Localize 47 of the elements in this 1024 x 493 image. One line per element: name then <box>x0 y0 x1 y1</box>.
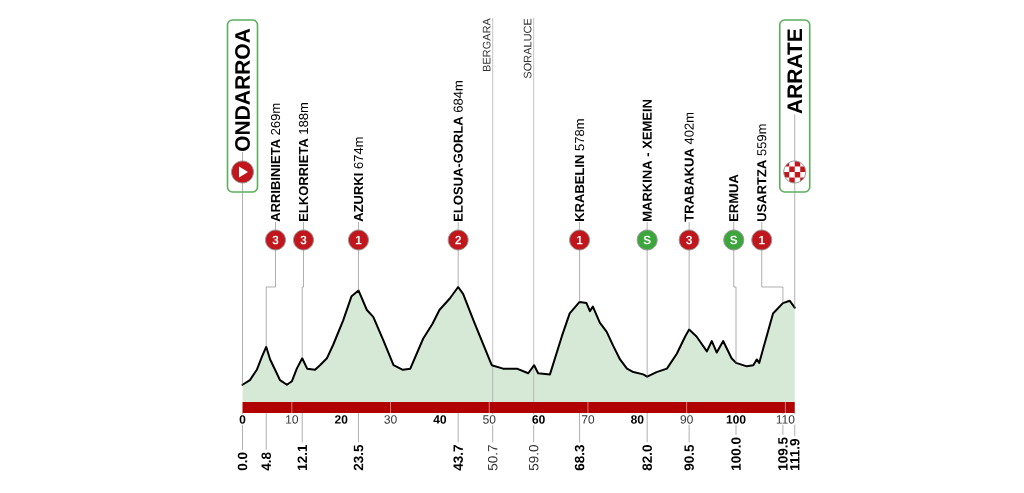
annotation: 59.0 <box>528 445 539 471</box>
annotation: 68.3 <box>574 445 585 471</box>
text: S <box>730 235 738 245</box>
annotation: USARTZA 559m <box>757 124 767 222</box>
x-tick-label: 50 <box>483 415 496 424</box>
x-tick-label: 20 <box>334 415 348 424</box>
annotation: ARRIBINIETA 269m <box>270 103 281 222</box>
annotation: 82.0 <box>642 445 652 471</box>
annotation: 0.0 <box>237 452 248 471</box>
annotation: AZURKI 674m <box>353 137 364 222</box>
annotation: MARKINA - XEMEIN <box>642 99 652 221</box>
x-tick-label: 110 <box>776 415 795 424</box>
annotation: 111.9 <box>789 439 800 470</box>
annotation: ARRATE <box>787 29 802 114</box>
x-tick-label: 10 <box>286 415 299 424</box>
text: 1 <box>759 235 765 245</box>
text: 1 <box>576 235 583 245</box>
x-tick-label: 70 <box>581 415 595 424</box>
annotation: ELKORRIETA 188m <box>298 103 309 221</box>
annotation: 23.5 <box>353 444 364 471</box>
x-tick-label: 30 <box>384 415 397 424</box>
text: 3 <box>686 235 693 245</box>
annotation: TRABAKUA 402m <box>684 112 694 222</box>
annotation: ELOSUA-GORLA 684m <box>453 81 463 221</box>
x-tick-label: 100 <box>726 415 746 424</box>
text: 3 <box>300 235 307 245</box>
annotation: 43.7 <box>453 445 463 471</box>
annotation: 4.8 <box>261 452 271 471</box>
x-tick-label: 80 <box>631 415 644 424</box>
annotation: 50.7 <box>487 445 498 471</box>
text: 2 <box>455 235 462 245</box>
annotation: 109.5 <box>778 437 788 470</box>
x-tick-label: 90 <box>680 415 693 424</box>
annotation: ERMUA <box>729 174 739 221</box>
text: S <box>643 235 651 245</box>
text: ONDARROA <box>235 28 250 151</box>
x-tick-label: 60 <box>532 415 545 424</box>
x-tick-label: 40 <box>433 415 447 424</box>
ref-line-label: BERGARA <box>482 18 491 72</box>
annotation: 12.1 <box>297 444 307 470</box>
ref-line-label: SORALUCE <box>523 18 532 79</box>
text: 3 <box>272 235 279 245</box>
annotation: 100.0 <box>731 437 741 470</box>
annotation: 90.5 <box>684 444 694 471</box>
annotation: KRABELIN 578m <box>574 119 585 221</box>
x-tick-label: 0 <box>239 415 246 424</box>
text: 1 <box>355 235 362 245</box>
